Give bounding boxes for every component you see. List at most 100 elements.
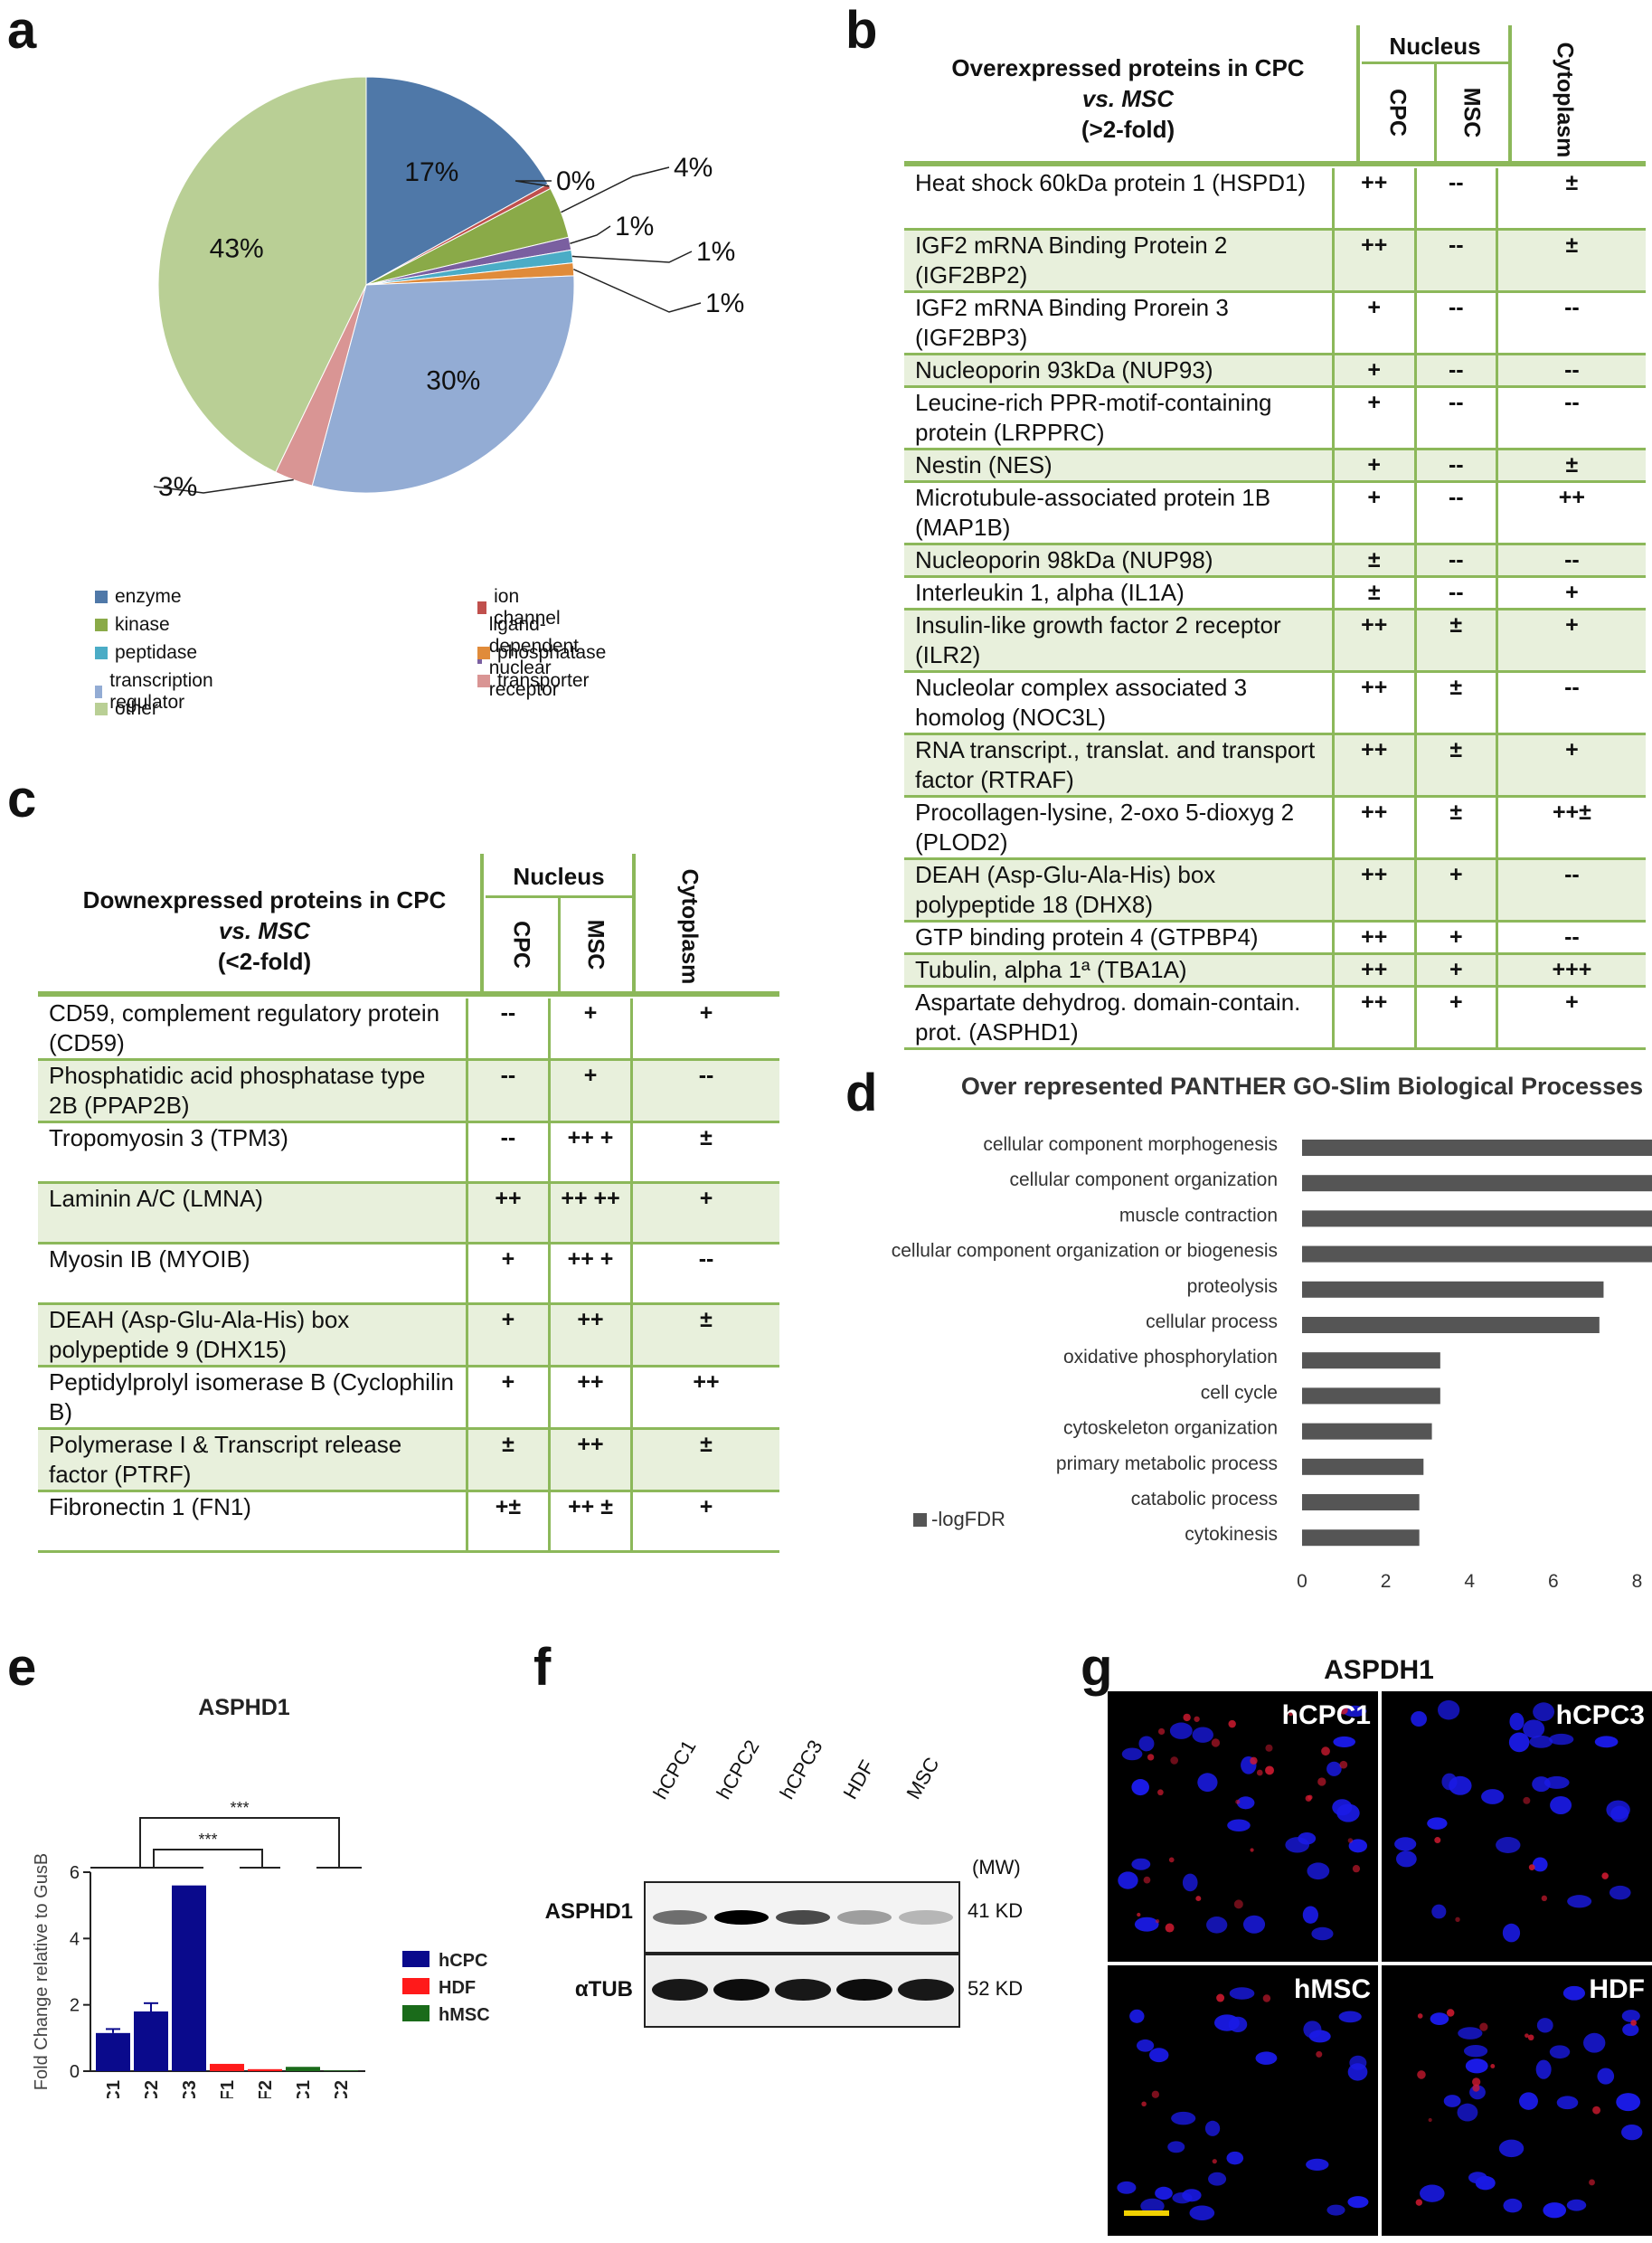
cell-msc: + bbox=[1413, 953, 1497, 986]
cell-cpc: ± bbox=[467, 1428, 550, 1491]
y-tick-label: 6 bbox=[70, 1863, 80, 1883]
nucleus-blob bbox=[1556, 2096, 1579, 2110]
x-tick-label: 4 bbox=[1464, 1571, 1475, 1592]
cell-msc: -- bbox=[1413, 449, 1497, 481]
x-tick-label: 8 bbox=[1632, 1571, 1643, 1592]
nucleus-blob bbox=[1616, 2093, 1641, 2112]
signal-dot bbox=[1428, 2117, 1432, 2123]
signal-dot bbox=[1212, 2159, 1217, 2164]
legend-label: transcription regulator bbox=[109, 670, 213, 713]
table-c-col-cpc: CPC bbox=[508, 921, 534, 969]
cell-msc: + bbox=[1413, 858, 1497, 921]
legend-label: kinase bbox=[115, 614, 170, 635]
table-b-title-1: Overexpressed proteins in CPC bbox=[951, 54, 1305, 81]
blot-label-asphd1: ASPHD1 bbox=[544, 1899, 633, 1924]
protein-name: DEAH (Asp-Glu-Ala-His) box polypeptide 1… bbox=[904, 858, 1335, 921]
legend-label: HDF bbox=[439, 1978, 476, 1998]
pie-label-other: 43% bbox=[210, 234, 264, 264]
table-row: Aspartate dehydrog. domain-contain. prot… bbox=[904, 986, 1646, 1048]
cell-msc: ++ bbox=[547, 1303, 632, 1367]
nucleus-blob bbox=[1549, 2045, 1571, 2059]
cell-cyto: + bbox=[1495, 733, 1646, 796]
pie-leader-line bbox=[571, 251, 693, 263]
table-row: IGF2 mRNA Binding Prorein 3 (IGF2BP3) + --… bbox=[904, 291, 1646, 354]
nucleus-blob bbox=[1502, 1923, 1521, 1943]
nucleus-blob bbox=[1169, 1722, 1193, 1739]
pie-label-kinase: 4% bbox=[674, 153, 713, 183]
signal-dot bbox=[1168, 1857, 1175, 1863]
protein-name: Phosphatidic acid phosphatase type 2B (P… bbox=[38, 1059, 468, 1122]
nucleus-blob bbox=[1338, 2011, 1362, 2023]
signal-dot bbox=[1137, 1912, 1141, 1917]
lane-label: hCPC1 bbox=[648, 1736, 701, 1803]
signal-dot bbox=[1262, 1994, 1271, 2002]
category-label: cellular component organization or bioge… bbox=[892, 1241, 1278, 1262]
bar bbox=[172, 1885, 206, 2071]
cell-msc: -- bbox=[1413, 544, 1497, 576]
pie-label-transcription-regulator: 30% bbox=[426, 366, 480, 396]
cell-cyto: + bbox=[630, 998, 779, 1060]
lane-label: hCPC3 bbox=[775, 1736, 827, 1803]
signal-dot bbox=[1523, 1796, 1531, 1804]
table-row: Interleukin 1, alpha (IL1A) ± -- + bbox=[904, 576, 1646, 609]
protein-name: Tropomyosin 3 (TPM3) bbox=[38, 1122, 468, 1183]
lane-label: hCPC2 bbox=[712, 1736, 764, 1803]
nucleus-blob bbox=[1465, 2058, 1488, 2074]
cell-cpc: ++ bbox=[1361, 170, 1388, 195]
category-label: cell cycle bbox=[1201, 1382, 1278, 1403]
bar bbox=[210, 2063, 244, 2071]
legend-label: hCPC bbox=[439, 1951, 487, 1971]
if-image-hdf: HDF bbox=[1382, 1965, 1652, 2236]
pie-label-ion-channel: 0% bbox=[556, 166, 595, 196]
cell-cpc: -- bbox=[500, 1000, 516, 1026]
nucleus-blob bbox=[1449, 1775, 1472, 1795]
legend-label: transporter bbox=[497, 670, 590, 691]
panel-letter-e: e bbox=[7, 1638, 37, 1697]
cell-cpc: -- bbox=[500, 1125, 516, 1150]
x-tick-label: 0 bbox=[1297, 1571, 1307, 1592]
blot-band bbox=[775, 1979, 831, 2001]
legend-swatch bbox=[477, 675, 490, 687]
signal-dot bbox=[1601, 1872, 1609, 1879]
table-row: DEAH (Asp-Glu-Ala-His) box polypeptide 1… bbox=[904, 858, 1646, 921]
cell-msc: ± bbox=[1413, 733, 1497, 796]
y-tick-label: 0 bbox=[70, 2062, 80, 2082]
signal-dot bbox=[1211, 1738, 1221, 1747]
signal-dot bbox=[1352, 1865, 1361, 1873]
bar bbox=[1302, 1529, 1420, 1547]
table-row: GTP binding protein 4 (GTPBP4) ++ + -- bbox=[904, 921, 1646, 953]
table-b-col-cpc: CPC bbox=[1384, 89, 1411, 137]
x-tick-label: HDF1 bbox=[218, 2080, 238, 2098]
bar bbox=[1302, 1281, 1604, 1298]
cell-cpc: ± bbox=[1333, 544, 1416, 576]
signal-dot bbox=[1250, 1756, 1258, 1765]
go-slim-chart: Over represented PANTHER GO-Slim Biologi… bbox=[892, 1073, 1652, 1592]
cell-cpc: ++ bbox=[1333, 858, 1416, 921]
signal-dot bbox=[1347, 1838, 1354, 1843]
mw-header: (MW) bbox=[972, 1856, 1021, 1879]
cell-cyto: -- bbox=[1495, 544, 1646, 576]
cell-cyto: ± bbox=[1495, 229, 1646, 291]
x-tick-label: hMSC1 bbox=[294, 2080, 314, 2098]
signal-dot bbox=[1170, 1756, 1178, 1765]
signal-dot bbox=[1434, 1837, 1441, 1844]
if-image-hcpc3: hCPC3 bbox=[1382, 1691, 1652, 1962]
nucleus-blob bbox=[1549, 1733, 1574, 1746]
nucleus-blob bbox=[1503, 2198, 1523, 2213]
cell-cyto: ++ bbox=[1495, 481, 1646, 544]
bar bbox=[1302, 1423, 1432, 1440]
nucleus-blob bbox=[1255, 2051, 1278, 2065]
signal-dot bbox=[1194, 1716, 1200, 1722]
legend-swatch bbox=[95, 647, 108, 659]
signal-dot bbox=[1265, 1744, 1273, 1752]
nucleus-blob bbox=[1131, 1779, 1149, 1796]
cell-cyto: ± bbox=[1495, 168, 1646, 229]
pie-legend-item: transcription regulator bbox=[95, 670, 218, 714]
protein-name: Procollagen-lysine, 2-oxo 5-dioxyg 2 (PL… bbox=[904, 796, 1335, 858]
protein-name: Polymerase I & Transcript release factor… bbox=[38, 1428, 468, 1491]
nucleus-blob bbox=[1336, 1803, 1360, 1822]
pie-legend-item: transporter bbox=[477, 670, 590, 692]
protein-name: Tubulin, alpha 1ª (TBA1A) bbox=[904, 953, 1335, 986]
signal-dot bbox=[1525, 2033, 1529, 2039]
pie-legend-item: ion channel bbox=[477, 586, 564, 629]
